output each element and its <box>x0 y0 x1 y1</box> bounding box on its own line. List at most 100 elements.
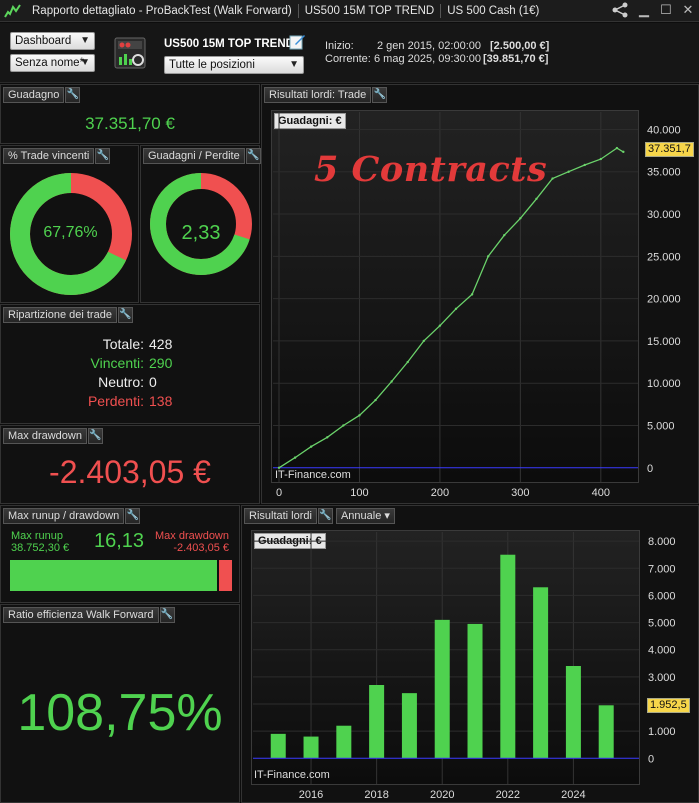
breakdown-title: Ripartizione dei trade <box>3 307 117 323</box>
annual-chart: 2016201820202022202401.0002.0003.0004.00… <box>253 532 676 801</box>
wrench-icon[interactable]: 🔧 <box>245 148 261 164</box>
x-tick-label: 0 <box>276 487 282 499</box>
window-title: Rapporto dettagliato - ProBackTest (Walk… <box>26 3 299 18</box>
annual-bar <box>270 733 286 759</box>
equity-point <box>422 339 426 343</box>
start-info: Inizio: 2 gen 2015, 02:00:00 [2.500,00 €… <box>325 40 549 52</box>
annual-bar <box>467 623 483 759</box>
runup-title: Max runup / drawdown <box>3 508 125 524</box>
gain-loss-value: 2,33 <box>181 222 221 244</box>
win-percent-win-arc <box>10 173 132 295</box>
y-tick-label: 6.000 <box>648 590 676 602</box>
max-drawdown-title: Max drawdown <box>3 428 87 444</box>
runup-value: 38.752,30 € <box>11 542 70 554</box>
equity-point <box>326 436 329 439</box>
neutral-label: Neutro: <box>98 374 144 390</box>
gain-loss-win-arc <box>150 173 252 275</box>
title-bar: Rapporto dettagliato - ProBackTest (Walk… <box>0 0 699 22</box>
trade-breakdown-panel: Ripartizione dei trade 🔧 Totale: 428 Vinc… <box>0 304 260 424</box>
annual-bar <box>336 725 352 759</box>
trade-chart-title: Risultati lordi: Trade <box>264 87 372 103</box>
equity-point <box>309 445 313 448</box>
equity-line <box>278 147 624 469</box>
y-tick-label: 40.000 <box>647 124 681 136</box>
runup-label: Max runup <box>11 530 63 542</box>
annual-bar <box>434 619 450 759</box>
equity-point <box>358 414 361 417</box>
start-label: Inizio: <box>325 40 354 52</box>
x-tick-label: 300 <box>511 487 529 499</box>
strategy-title: US500 15M TOP TREND <box>164 38 294 50</box>
x-tick-label: 400 <box>592 487 610 499</box>
positions-select-value: Tutte le posizioni <box>169 59 255 71</box>
x-tick-label: 2022 <box>496 789 520 801</box>
y-tick-label: 15.000 <box>647 336 681 348</box>
period-select-value: Annuale <box>340 510 382 522</box>
y-tick-label: 35.000 <box>647 167 681 179</box>
x-tick-label: 100 <box>350 487 368 499</box>
gain-loss-title: Guadagni / Perdite <box>143 148 245 164</box>
wrench-icon[interactable]: 🔧 <box>95 148 111 164</box>
trade-watermark: IT-Finance.com <box>275 469 351 481</box>
trade-chart: 0 100 200 300 400 0 5.000 10.000 15.000 20.000 25.… <box>273 112 681 499</box>
gain-value: 37.351,70 € <box>85 114 175 133</box>
view-select[interactable]: Dashboard ▼ <box>10 32 95 50</box>
y-tick-label: 8.000 <box>648 536 676 548</box>
y-tick-label: 5.000 <box>648 618 676 630</box>
equity-point <box>277 466 281 469</box>
gain-title: Guadagno <box>3 87 65 103</box>
period-select[interactable]: Annuale ▾ <box>335 508 395 524</box>
equity-point <box>342 424 345 427</box>
current-info: Corrente: 6 mag 2025, 09:30:00 [39.851,7… <box>325 53 548 65</box>
wrench-icon[interactable]: 🔧 <box>125 508 141 524</box>
name-select-value: Senza nome* <box>15 57 85 69</box>
close-icon[interactable]: ✕ <box>682 2 694 17</box>
annual-chart-title: Risultati lordi <box>244 508 317 524</box>
chart-annotation: 5 Contracts <box>314 149 548 190</box>
minimize-icon[interactable]: ▁ <box>639 2 649 17</box>
annual-watermark: IT-Finance.com <box>254 769 330 781</box>
y-tick-label: 7.000 <box>648 563 676 575</box>
report-settings-icon[interactable] <box>114 37 146 69</box>
equity-point <box>535 197 538 201</box>
wrench-icon[interactable]: 🔧 <box>372 87 388 103</box>
wrench-icon[interactable]: 🔧 <box>117 307 133 323</box>
annual-bar <box>533 587 549 759</box>
y-tick-label: 4.000 <box>648 645 676 657</box>
y-tick-label: 5.000 <box>647 420 675 432</box>
x-tick-label: 200 <box>431 487 449 499</box>
positions-select[interactable]: Tutte le posizioni ▼ <box>164 56 304 74</box>
edit-icon[interactable] <box>289 33 306 50</box>
equity-point <box>503 233 506 237</box>
efficiency-title: Ratio efficienza Walk Forward <box>3 607 159 623</box>
y-tick-label: 25.000 <box>647 251 681 263</box>
loss-value: 138 <box>149 393 173 409</box>
equity-point <box>622 150 625 154</box>
trade-chart-tag: Guadagni: € <box>274 113 346 129</box>
max-drawdown-panel: Max drawdown 🔧 -2.403,05 € <box>0 425 260 504</box>
wrench-icon[interactable]: 🔧 <box>65 87 81 103</box>
maximize-icon[interactable]: ☐ <box>660 2 672 17</box>
start-value: [2.500,00 €] <box>490 40 550 52</box>
gain-loss-panel: Guadagni / Perdite 🔧 2,33 <box>140 145 261 303</box>
name-select[interactable]: Senza nome* ▼ <box>10 54 95 72</box>
y-tick-label: 0 <box>647 463 653 475</box>
toolbar: Dashboard ▼ Senza nome* ▼ US500 15M TOP … <box>0 23 699 83</box>
equity-point <box>519 217 522 220</box>
runup-drawdown-panel: Max runup / drawdown 🔧 Max runup 38.752,3… <box>0 505 240 603</box>
efficiency-panel: Ratio efficienza Walk Forward 🔧 108,75% <box>0 604 240 803</box>
equity-point <box>438 324 442 327</box>
runup-ratio: 16,13 <box>94 530 145 552</box>
equity-point <box>293 456 297 459</box>
equity-point <box>583 163 586 167</box>
share-icon[interactable] <box>611 2 629 18</box>
wrench-icon[interactable]: 🔧 <box>87 428 103 444</box>
x-tick-label: 2024 <box>561 789 585 801</box>
efficiency-value: 108,75% <box>17 684 223 742</box>
y-tick-label: 10.000 <box>647 378 681 390</box>
wrench-icon[interactable]: 🔧 <box>317 508 333 524</box>
annual-last-value: 1.952,5 <box>647 698 690 713</box>
wrench-icon[interactable]: 🔧 <box>159 607 175 623</box>
annual-bar <box>303 736 319 759</box>
y-tick-label: 0 <box>648 753 654 765</box>
